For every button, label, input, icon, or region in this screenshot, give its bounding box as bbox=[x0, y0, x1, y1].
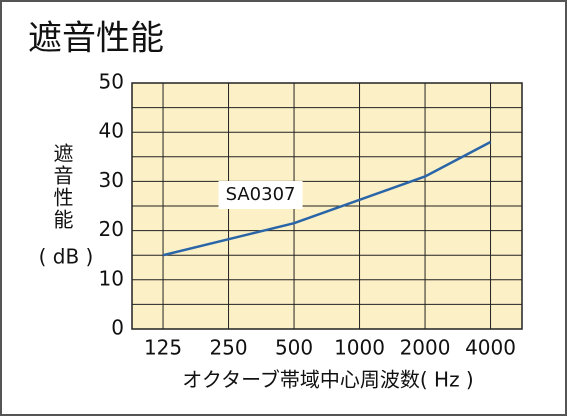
y-tick-label: 40 bbox=[99, 119, 124, 143]
y-tick-label: 0 bbox=[111, 316, 124, 340]
y-axis-label: 遮音性能 bbox=[50, 143, 74, 231]
x-tick-label: 500 bbox=[275, 336, 313, 360]
y-tick-label: 10 bbox=[99, 266, 124, 290]
x-tick-label: 4000 bbox=[465, 336, 516, 360]
legend-box bbox=[218, 181, 303, 209]
legend-label: SA0307 bbox=[226, 184, 296, 205]
x-tick-label: 250 bbox=[209, 336, 247, 360]
chart-title: 遮音性能 bbox=[28, 19, 164, 59]
y-tick-label: 50 bbox=[99, 70, 124, 94]
x-tick-label: 2000 bbox=[400, 336, 451, 360]
x-tick-label: 1000 bbox=[334, 336, 385, 360]
y-tick-label: 30 bbox=[99, 168, 124, 192]
y-tick-label: 20 bbox=[99, 217, 124, 241]
y-axis-unit: ( dB ) bbox=[39, 245, 94, 269]
x-axis-label: オクターブ帯域中心周波数( Hz ) bbox=[182, 368, 473, 392]
data-line bbox=[162, 140, 492, 257]
x-tick-label: 125 bbox=[144, 336, 182, 360]
